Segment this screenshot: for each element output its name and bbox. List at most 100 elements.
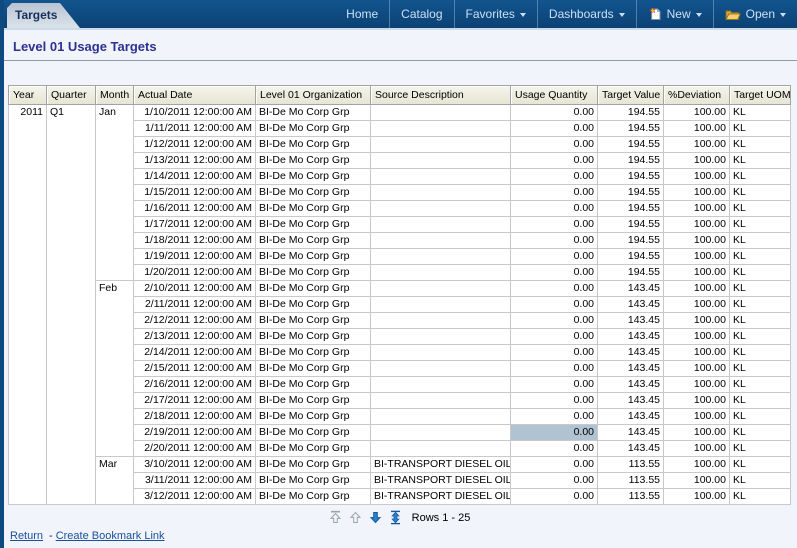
all-rows-icon[interactable] <box>388 510 403 525</box>
column-header-source-description[interactable]: Source Description <box>370 85 511 105</box>
organization-cell[interactable]: BI-De Mo Corp Grp <box>255 376 371 393</box>
organization-cell[interactable]: BI-De Mo Corp Grp <box>255 424 371 441</box>
source-description-cell[interactable] <box>370 216 511 233</box>
usage-quantity-cell[interactable]: 0.00 <box>510 488 598 505</box>
target-value-cell[interactable]: 143.45 <box>597 328 664 345</box>
actual-date-cell[interactable]: 2/16/2011 12:00:00 AM <box>133 376 256 393</box>
actual-date-cell[interactable]: 3/10/2011 12:00:00 AM <box>133 456 256 473</box>
source-description-cell[interactable] <box>370 120 511 137</box>
actual-date-cell[interactable]: 2/15/2011 12:00:00 AM <box>133 360 256 377</box>
organization-cell[interactable]: BI-De Mo Corp Grp <box>255 232 371 249</box>
organization-cell[interactable]: BI-De Mo Corp Grp <box>255 456 371 473</box>
deviation-cell[interactable]: 100.00 <box>663 168 730 185</box>
organization-cell[interactable]: BI-De Mo Corp Grp <box>255 264 371 281</box>
source-description-cell[interactable] <box>370 296 511 313</box>
target-value-cell[interactable]: 194.55 <box>597 120 664 137</box>
usage-quantity-cell[interactable]: 0.00 <box>510 200 598 217</box>
target-value-cell[interactable]: 194.55 <box>597 184 664 201</box>
deviation-cell[interactable]: 100.00 <box>663 280 730 297</box>
target-value-cell[interactable]: 113.55 <box>597 488 664 505</box>
source-description-cell[interactable] <box>370 152 511 169</box>
return-link[interactable]: Return <box>10 530 44 542</box>
organization-cell[interactable]: BI-De Mo Corp Grp <box>255 488 371 505</box>
source-description-cell[interactable] <box>370 168 511 185</box>
organization-cell[interactable]: BI-De Mo Corp Grp <box>255 392 371 409</box>
target-value-cell[interactable]: 143.45 <box>597 376 664 393</box>
column-header-month[interactable]: Month <box>95 85 134 105</box>
source-description-cell[interactable] <box>370 424 511 441</box>
deviation-cell[interactable]: 100.00 <box>663 456 730 473</box>
usage-quantity-cell[interactable]: 0.00 <box>510 216 598 233</box>
target-uom-cell[interactable]: KL <box>729 216 791 233</box>
deviation-cell[interactable]: 100.00 <box>663 472 730 489</box>
column-header-usage-quantity[interactable]: Usage Quantity <box>510 85 598 105</box>
target-value-cell[interactable]: 143.45 <box>597 312 664 329</box>
target-value-cell[interactable]: 194.55 <box>597 216 664 233</box>
nav-favorites[interactable]: Favorites <box>453 0 537 28</box>
usage-quantity-cell[interactable]: 0.00 <box>510 456 598 473</box>
source-description-cell[interactable] <box>370 248 511 265</box>
actual-date-cell[interactable]: 3/12/2011 12:00:00 AM <box>133 488 256 505</box>
organization-cell[interactable]: BI-De Mo Corp Grp <box>255 104 371 121</box>
target-value-cell[interactable]: 143.45 <box>597 392 664 409</box>
deviation-cell[interactable]: 100.00 <box>663 328 730 345</box>
usage-quantity-cell[interactable]: 0.00 <box>510 312 598 329</box>
target-value-cell[interactable]: 194.55 <box>597 264 664 281</box>
deviation-cell[interactable]: 100.00 <box>663 312 730 329</box>
source-description-cell[interactable] <box>370 232 511 249</box>
source-description-cell[interactable] <box>370 312 511 329</box>
target-uom-cell[interactable]: KL <box>729 264 791 281</box>
source-description-cell[interactable] <box>370 280 511 297</box>
actual-date-cell[interactable]: 2/11/2011 12:00:00 AM <box>133 296 256 313</box>
actual-date-cell[interactable]: 1/19/2011 12:00:00 AM <box>133 248 256 265</box>
usage-quantity-cell[interactable]: 0.00 <box>510 360 598 377</box>
target-uom-cell[interactable]: KL <box>729 360 791 377</box>
deviation-cell[interactable]: 100.00 <box>663 408 730 425</box>
target-uom-cell[interactable]: KL <box>729 408 791 425</box>
deviation-cell[interactable]: 100.00 <box>663 184 730 201</box>
organization-cell[interactable]: BI-De Mo Corp Grp <box>255 168 371 185</box>
target-value-cell[interactable]: 194.55 <box>597 136 664 153</box>
source-description-cell[interactable] <box>370 200 511 217</box>
source-description-cell[interactable] <box>370 360 511 377</box>
deviation-cell[interactable]: 100.00 <box>663 440 730 457</box>
actual-date-cell[interactable]: 1/18/2011 12:00:00 AM <box>133 232 256 249</box>
deviation-cell[interactable]: 100.00 <box>663 264 730 281</box>
actual-date-cell[interactable]: 1/17/2011 12:00:00 AM <box>133 216 256 233</box>
source-description-cell[interactable] <box>370 392 511 409</box>
source-description-cell[interactable] <box>370 408 511 425</box>
target-value-cell[interactable]: 143.45 <box>597 280 664 297</box>
actual-date-cell[interactable]: 2/14/2011 12:00:00 AM <box>133 344 256 361</box>
target-uom-cell[interactable]: KL <box>729 328 791 345</box>
actual-date-cell[interactable]: 1/20/2011 12:00:00 AM <box>133 264 256 281</box>
quarter-cell[interactable]: Q1 <box>46 104 96 505</box>
target-value-cell[interactable]: 113.55 <box>597 472 664 489</box>
actual-date-cell[interactable]: 1/12/2011 12:00:00 AM <box>133 136 256 153</box>
target-value-cell[interactable]: 194.55 <box>597 104 664 121</box>
column-header-year[interactable]: Year <box>8 85 47 105</box>
target-value-cell[interactable]: 194.55 <box>597 152 664 169</box>
organization-cell[interactable]: BI-De Mo Corp Grp <box>255 120 371 137</box>
target-uom-cell[interactable]: KL <box>729 440 791 457</box>
deviation-cell[interactable]: 100.00 <box>663 360 730 377</box>
source-description-cell[interactable] <box>370 136 511 153</box>
target-uom-cell[interactable]: KL <box>729 200 791 217</box>
deviation-cell[interactable]: 100.00 <box>663 296 730 313</box>
source-description-cell[interactable]: BI-TRANSPORT DIESEL OIL <box>370 488 511 505</box>
target-uom-cell[interactable]: KL <box>729 312 791 329</box>
organization-cell[interactable]: BI-De Mo Corp Grp <box>255 472 371 489</box>
nav-home[interactable]: Home <box>335 0 389 28</box>
organization-cell[interactable]: BI-De Mo Corp Grp <box>255 152 371 169</box>
source-description-cell[interactable] <box>370 104 511 121</box>
source-description-cell[interactable]: BI-TRANSPORT DIESEL OIL <box>370 456 511 473</box>
target-value-cell[interactable]: 143.45 <box>597 296 664 313</box>
deviation-cell[interactable]: 100.00 <box>663 200 730 217</box>
source-description-cell[interactable] <box>370 328 511 345</box>
organization-cell[interactable]: BI-De Mo Corp Grp <box>255 280 371 297</box>
target-uom-cell[interactable]: KL <box>729 472 791 489</box>
actual-date-cell[interactable]: 3/11/2011 12:00:00 AM <box>133 472 256 489</box>
organization-cell[interactable]: BI-De Mo Corp Grp <box>255 440 371 457</box>
target-uom-cell[interactable]: KL <box>729 280 791 297</box>
column-header-target-value[interactable]: Target Value <box>597 85 664 105</box>
actual-date-cell[interactable]: 2/17/2011 12:00:00 AM <box>133 392 256 409</box>
